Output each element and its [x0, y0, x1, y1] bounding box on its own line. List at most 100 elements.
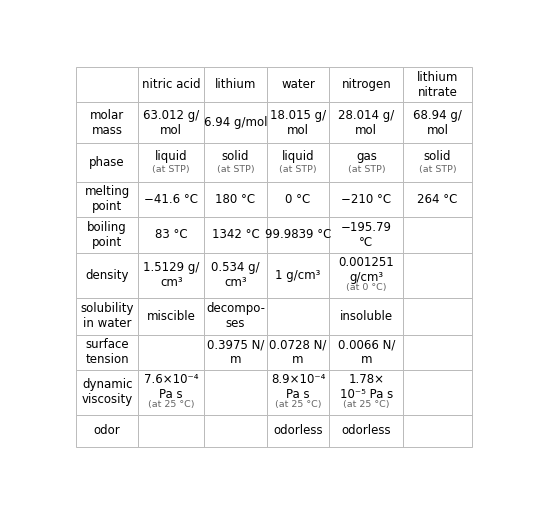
Bar [139, 102, 204, 143]
Bar [329, 298, 403, 335]
Text: 83 °C: 83 °C [155, 228, 188, 241]
Bar [329, 335, 403, 370]
Text: nitrogen: nitrogen [341, 78, 391, 91]
Bar [266, 298, 329, 335]
Text: molar
mass: molar mass [90, 108, 124, 136]
Text: 28.014 g/
mol: 28.014 g/ mol [338, 108, 394, 136]
Text: solid: solid [222, 150, 249, 164]
Text: 1.5129 g/
cm³: 1.5129 g/ cm³ [143, 261, 199, 289]
Bar [403, 217, 472, 252]
Text: −41.6 °C: −41.6 °C [144, 193, 198, 206]
Bar [76, 217, 139, 252]
Text: 8.9×10⁻⁴
Pa s: 8.9×10⁻⁴ Pa s [271, 373, 325, 401]
Bar [329, 252, 403, 298]
Bar [266, 252, 329, 298]
Text: 68.94 g/
mol: 68.94 g/ mol [413, 108, 462, 136]
Text: 7.6×10⁻⁴
Pa s: 7.6×10⁻⁴ Pa s [144, 373, 199, 401]
Text: 18.015 g/
mol: 18.015 g/ mol [270, 108, 326, 136]
Text: dynamic
viscosity: dynamic viscosity [81, 379, 133, 406]
Bar [76, 102, 139, 143]
Text: odorless: odorless [342, 424, 391, 437]
Text: 264 °C: 264 °C [418, 193, 458, 206]
Bar [76, 182, 139, 217]
Bar [139, 335, 204, 370]
Text: gas: gas [356, 150, 377, 164]
Text: (at 25 °C): (at 25 °C) [275, 401, 321, 409]
Bar [266, 67, 329, 102]
Text: 0 °C: 0 °C [286, 193, 311, 206]
Text: insoluble: insoluble [340, 310, 393, 323]
Text: decompo-
ses: decompo- ses [206, 303, 265, 331]
Bar [403, 182, 472, 217]
Text: density: density [85, 269, 129, 282]
Bar [76, 335, 139, 370]
Bar [204, 298, 266, 335]
Bar [266, 217, 329, 252]
Bar [329, 102, 403, 143]
Text: liquid: liquid [155, 150, 188, 164]
Text: (at STP): (at STP) [217, 165, 254, 174]
Bar [76, 252, 139, 298]
Bar [139, 415, 204, 447]
Bar [266, 102, 329, 143]
Text: 0.3975 N/
m: 0.3975 N/ m [207, 338, 264, 366]
Bar [76, 415, 139, 447]
Bar [139, 370, 204, 415]
Bar [204, 335, 266, 370]
Text: 180 °C: 180 °C [215, 193, 256, 206]
Text: (at 25 °C): (at 25 °C) [343, 401, 390, 409]
Text: −195.79
°C: −195.79 °C [341, 221, 392, 249]
Bar [204, 217, 266, 252]
Text: 63.012 g/
mol: 63.012 g/ mol [143, 108, 199, 136]
Bar [139, 252, 204, 298]
Bar [204, 415, 266, 447]
Bar [403, 415, 472, 447]
Text: (at STP): (at STP) [279, 165, 317, 174]
Text: nitric acid: nitric acid [142, 78, 200, 91]
Bar [329, 67, 403, 102]
Text: (at STP): (at STP) [419, 165, 456, 174]
Text: solubility
in water: solubility in water [80, 303, 134, 331]
Bar [403, 370, 472, 415]
Bar [329, 415, 403, 447]
Text: −210 °C: −210 °C [341, 193, 391, 206]
Bar [403, 67, 472, 102]
Text: melting
point: melting point [85, 185, 130, 214]
Text: (at 0 °C): (at 0 °C) [346, 283, 387, 292]
Text: 0.0728 N/
m: 0.0728 N/ m [269, 338, 327, 366]
Bar [329, 370, 403, 415]
Bar [139, 298, 204, 335]
Text: 1342 °C: 1342 °C [211, 228, 259, 241]
Bar [139, 217, 204, 252]
Bar [204, 182, 266, 217]
Text: 0.0066 N/
m: 0.0066 N/ m [337, 338, 395, 366]
Text: odor: odor [94, 424, 121, 437]
Bar [139, 143, 204, 182]
Text: surface
tension: surface tension [85, 338, 129, 366]
Bar [76, 143, 139, 182]
Bar [204, 67, 266, 102]
Bar [266, 370, 329, 415]
Text: liquid: liquid [282, 150, 314, 164]
Text: 1 g/cm³: 1 g/cm³ [275, 269, 321, 282]
Text: water: water [281, 78, 315, 91]
Bar [403, 252, 472, 298]
Text: (at STP): (at STP) [348, 165, 385, 174]
Text: boiling
point: boiling point [87, 221, 127, 249]
Bar [403, 102, 472, 143]
Bar [329, 217, 403, 252]
Bar [403, 335, 472, 370]
Bar [266, 415, 329, 447]
Bar [266, 335, 329, 370]
Bar [76, 298, 139, 335]
Bar [76, 67, 139, 102]
Text: 99.9839 °C: 99.9839 °C [265, 228, 331, 241]
Bar [204, 143, 266, 182]
Bar [204, 252, 266, 298]
Text: miscible: miscible [147, 310, 195, 323]
Text: lithium: lithium [215, 78, 256, 91]
Bar [266, 182, 329, 217]
Bar [403, 143, 472, 182]
Bar [266, 143, 329, 182]
Bar [204, 370, 266, 415]
